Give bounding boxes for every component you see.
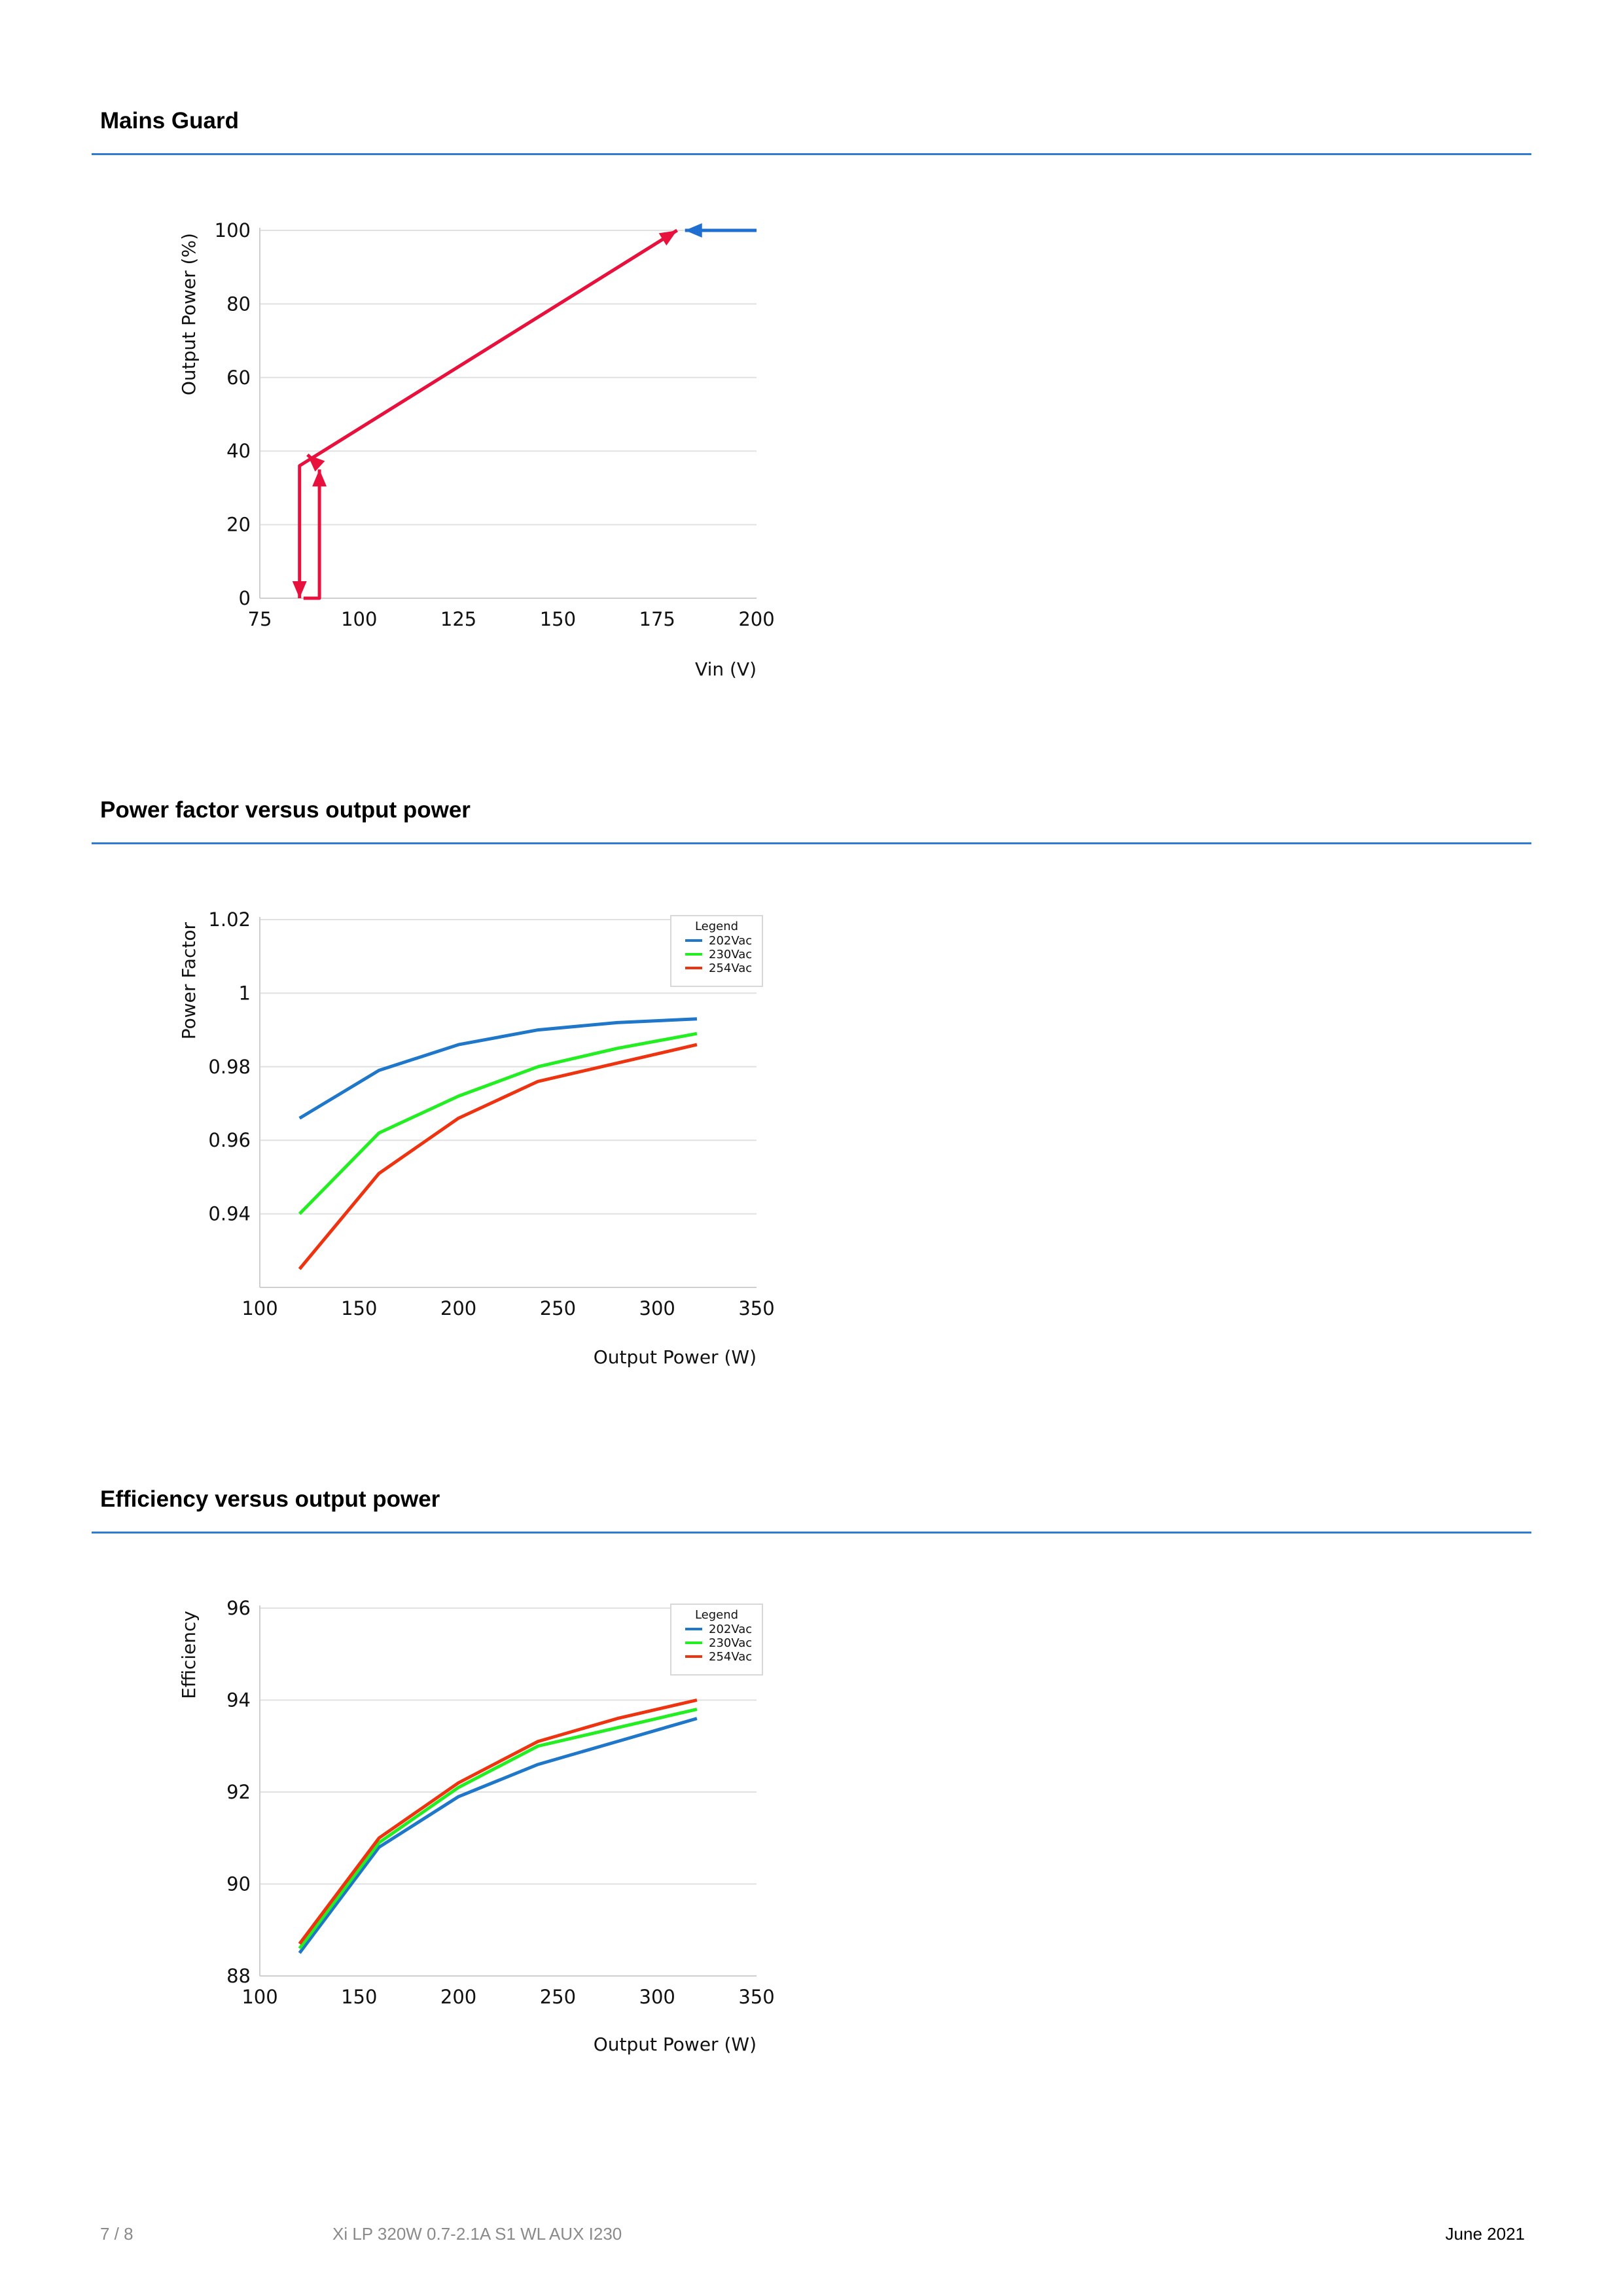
series-line-202Vac [298,1717,698,1954]
legend-title: Legend [695,920,738,933]
y-tick-label: 92 [226,1781,251,1803]
x-tick-label: 300 [639,1297,675,1319]
x-tick-label: 350 [738,1986,774,2008]
legend-box [670,915,763,987]
y-tick-label: 0.96 [208,1129,251,1151]
legend-label-254Vac: 254Vac [709,961,752,975]
y-tick-label: 20 [226,514,251,536]
y-tick-label: 94 [226,1689,251,1712]
arrowhead-decreasing [292,581,307,598]
legend-box [670,1604,763,1676]
legend-label-230Vac: 230Vac [709,1636,752,1650]
arrowhead-recovery [312,469,327,487]
x-tick-label: 250 [540,1297,576,1319]
section-divider [92,842,1531,844]
x-tick-label: 300 [639,1986,675,2008]
legend-label-202Vac: 202Vac [709,1623,752,1636]
legend-label-254Vac: 254Vac [709,1650,752,1664]
legend-title: Legend [695,1608,738,1622]
series-line-ramp [310,228,678,460]
y-tick-label: 80 [226,293,251,315]
x-tick-label: 100 [241,1986,277,2008]
x-tick-label: 200 [440,1297,476,1319]
series-line-230Vac [298,1031,698,1215]
y-tick-label: 96 [226,1597,251,1619]
y-axis-title: Output Power (%) [178,233,200,395]
footer-page-number: 7 / 8 [100,2224,134,2244]
y-axis-title: Power Factor [178,922,200,1040]
section-title-power-factor: Power factor versus output power [100,797,471,823]
y-axis-title: Efficiency [178,1611,200,1699]
series-line-254Vac [298,1698,698,1945]
x-tick-label: 250 [540,1986,576,2008]
section-title-mains-guard: Mains Guard [100,108,239,134]
y-tick-label: 1 [239,982,251,1004]
y-tick-label: 100 [215,219,251,242]
arrowhead-ramp [658,230,677,246]
y-tick-label: 40 [226,440,251,462]
section-title-efficiency: Efficiency versus output power [100,1486,440,1512]
efficiency-chart: 88 90 92 94 96 100 150 200 250 300 350 Output Power… [178,1597,775,2055]
y-tick-label: 1.02 [208,908,251,931]
x-tick-label: 100 [341,608,377,630]
x-tick-label: 150 [540,608,576,630]
x-axis-title: Output Power (W) [594,2034,757,2055]
x-tick-label: 125 [440,608,476,630]
mains-guard-chart: 0 20 40 60 80 100 75 100 125 150 175 200 Vin (V) Outp… [178,219,775,680]
x-tick-label: 100 [241,1297,277,1319]
legend-label-202Vac: 202Vac [709,934,752,948]
arrowhead-increasing [685,223,702,238]
section-divider [92,153,1531,155]
y-tick-label: 0.98 [208,1056,251,1078]
x-tick-label: 150 [341,1986,377,2008]
footer-product-name: Xi LP 320W 0.7-2.1A S1 WL AUX I230 [332,2224,622,2244]
series-line-230Vac [298,1708,698,1950]
x-tick-label: 175 [639,608,675,630]
x-tick-label: 200 [440,1986,476,2008]
power-factor-chart: 0.94 0.96 0.98 1 1.02 100 150 200 250 300 350 Outpu… [178,908,775,1368]
y-tick-label: 88 [226,1965,251,1987]
y-tick-label: 0 [239,587,251,609]
x-axis-title: Output Power (W) [594,1346,757,1368]
x-tick-label: 150 [341,1297,377,1319]
section-divider [92,1532,1531,1534]
legend-label-230Vac: 230Vac [709,948,752,961]
x-axis-title: Vin (V) [695,658,757,680]
footer-date: June 2021 [1445,2224,1525,2244]
arrowhead-ramp_start [307,454,325,472]
y-tick-label: 90 [226,1873,251,1895]
series-line-254Vac [298,1043,698,1270]
series-line-recovery [303,469,321,600]
x-tick-label: 350 [738,1297,774,1319]
x-tick-label: 75 [248,608,272,630]
series-line-202Vac [298,1017,698,1120]
x-tick-label: 200 [738,608,774,630]
y-tick-label: 0.94 [208,1203,251,1225]
y-tick-label: 60 [226,367,251,389]
